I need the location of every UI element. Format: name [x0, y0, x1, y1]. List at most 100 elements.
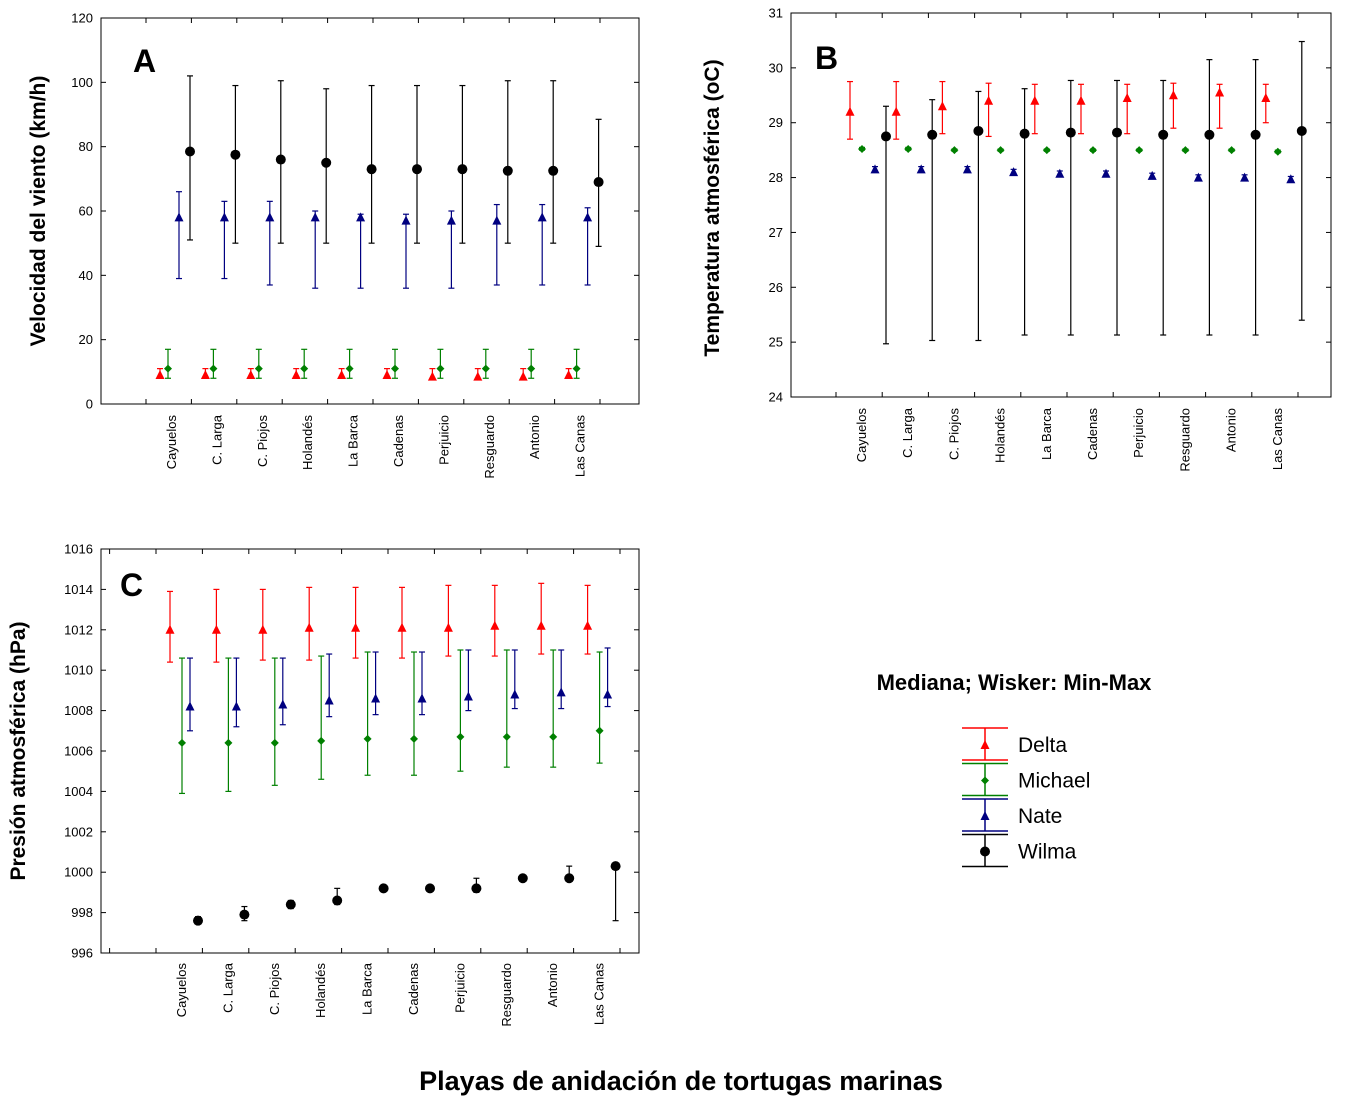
x-category-label: Cayuelos [174, 963, 189, 1018]
legend: Mediana; Wisker: Min-Max Delta Michael Nat… [877, 670, 1153, 868]
x-category-label: Perjuicio [1131, 408, 1146, 458]
x-category-label: Holandés [993, 408, 1008, 463]
median-point [996, 146, 1005, 155]
x-category-label: Antonio [527, 415, 542, 459]
median-point [456, 732, 465, 741]
x-category-label: Perjuicio [452, 963, 467, 1013]
median-point [583, 212, 593, 222]
median-point [401, 215, 411, 225]
y-tick-label: 1008 [64, 703, 93, 718]
median-point [1286, 174, 1296, 184]
median-point [1009, 167, 1019, 177]
median-point [1181, 146, 1190, 155]
y-tick-label: 29 [769, 115, 783, 130]
median-point [845, 106, 855, 116]
median-point [174, 212, 184, 222]
median-point [1168, 90, 1178, 100]
series-michael [858, 145, 1282, 156]
median-point [962, 164, 972, 174]
plot-frame [100, 17, 640, 405]
median-point [916, 164, 926, 174]
x-category-label: Holandés [300, 415, 315, 470]
y-tick-label: 1004 [64, 784, 93, 799]
data-marks [845, 40, 1307, 345]
median-point [254, 364, 263, 373]
x-category-label: Cadenas [391, 415, 406, 468]
median-point [984, 95, 994, 105]
median-point [537, 212, 547, 222]
median-point [603, 689, 613, 699]
median-point [490, 620, 500, 630]
median-point [973, 125, 984, 136]
panel-letter-a: A [133, 43, 156, 79]
median-point [1030, 95, 1040, 105]
median-point [356, 212, 366, 222]
median-point [595, 726, 604, 735]
median-point [950, 146, 959, 155]
median-point [881, 131, 891, 142]
x-category-label: Cadenas [406, 963, 421, 1016]
median-point [937, 101, 947, 111]
y-axis-label: Velocidad del viento (km/h) [27, 76, 50, 347]
x-category-label: C. Larga [900, 407, 915, 458]
median-point [502, 732, 511, 741]
legend-item-nate: Nate [962, 798, 1062, 832]
median-point [345, 364, 354, 373]
median-point [275, 154, 286, 165]
median-point [193, 915, 203, 926]
legend-label: Michael [1018, 770, 1090, 793]
median-point [510, 689, 520, 699]
median-point [610, 861, 621, 872]
data-marks [155, 75, 604, 381]
axes: 24 25 26 27 28 29 30 31 Cayuelos C. Larga C. Piojo… [769, 6, 1331, 472]
median-point [1193, 172, 1203, 182]
median-point [904, 145, 913, 154]
median-point [351, 622, 361, 632]
y-tick-label: 26 [769, 280, 783, 295]
median-point [219, 212, 229, 222]
median-point [1296, 125, 1307, 136]
median-point [246, 370, 256, 380]
legend-title: Mediana; Wisker: Min-Max [877, 670, 1153, 695]
y-tick-label: 1002 [64, 824, 93, 839]
x-category-label: Las Canas [573, 415, 588, 478]
median-point [371, 693, 381, 703]
median-point [1101, 168, 1111, 178]
median-point [239, 909, 250, 920]
legend-label: Delta [1018, 734, 1067, 757]
legend-marker [980, 740, 990, 749]
y-tick-label: 1000 [64, 865, 93, 880]
series-delta [165, 582, 593, 663]
median-point [1055, 168, 1065, 178]
legend-items: Delta Michael Nate Wilma [962, 727, 1090, 868]
legend-item-delta: Delta [962, 727, 1067, 761]
axes: 0 20 40 60 80 100 120 Cayuelos C. Larga C. Piojos… [71, 11, 639, 479]
x-axis-title: Playas de anidación de tortugas marinas [419, 1066, 943, 1096]
median-point [556, 687, 566, 697]
series-wilma [193, 861, 621, 926]
median-point [502, 165, 513, 176]
y-tick-label: 0 [86, 397, 93, 412]
x-category-label: Las Canas [592, 963, 607, 1026]
median-point [397, 622, 407, 632]
x-category-label: Cadenas [1085, 408, 1100, 461]
x-category-label: C. Larga [209, 414, 224, 465]
median-point [155, 370, 165, 380]
median-point [481, 364, 490, 373]
y-tick-label: 1014 [64, 582, 93, 597]
x-category-label: C. Piojos [267, 963, 282, 1016]
series-nate [185, 647, 613, 732]
series-michael [178, 649, 604, 795]
median-point [1158, 129, 1169, 140]
median-point [332, 895, 343, 906]
median-point [378, 883, 389, 894]
panel-letter-c: C [120, 567, 143, 603]
series-wilma [185, 75, 604, 247]
legend-label: Wilma [1018, 841, 1077, 864]
median-point [457, 164, 468, 175]
median-point [1250, 129, 1261, 140]
median-point [164, 364, 172, 373]
y-tick-label: 998 [71, 905, 93, 920]
median-point [471, 883, 482, 894]
legend-marker [980, 846, 990, 857]
